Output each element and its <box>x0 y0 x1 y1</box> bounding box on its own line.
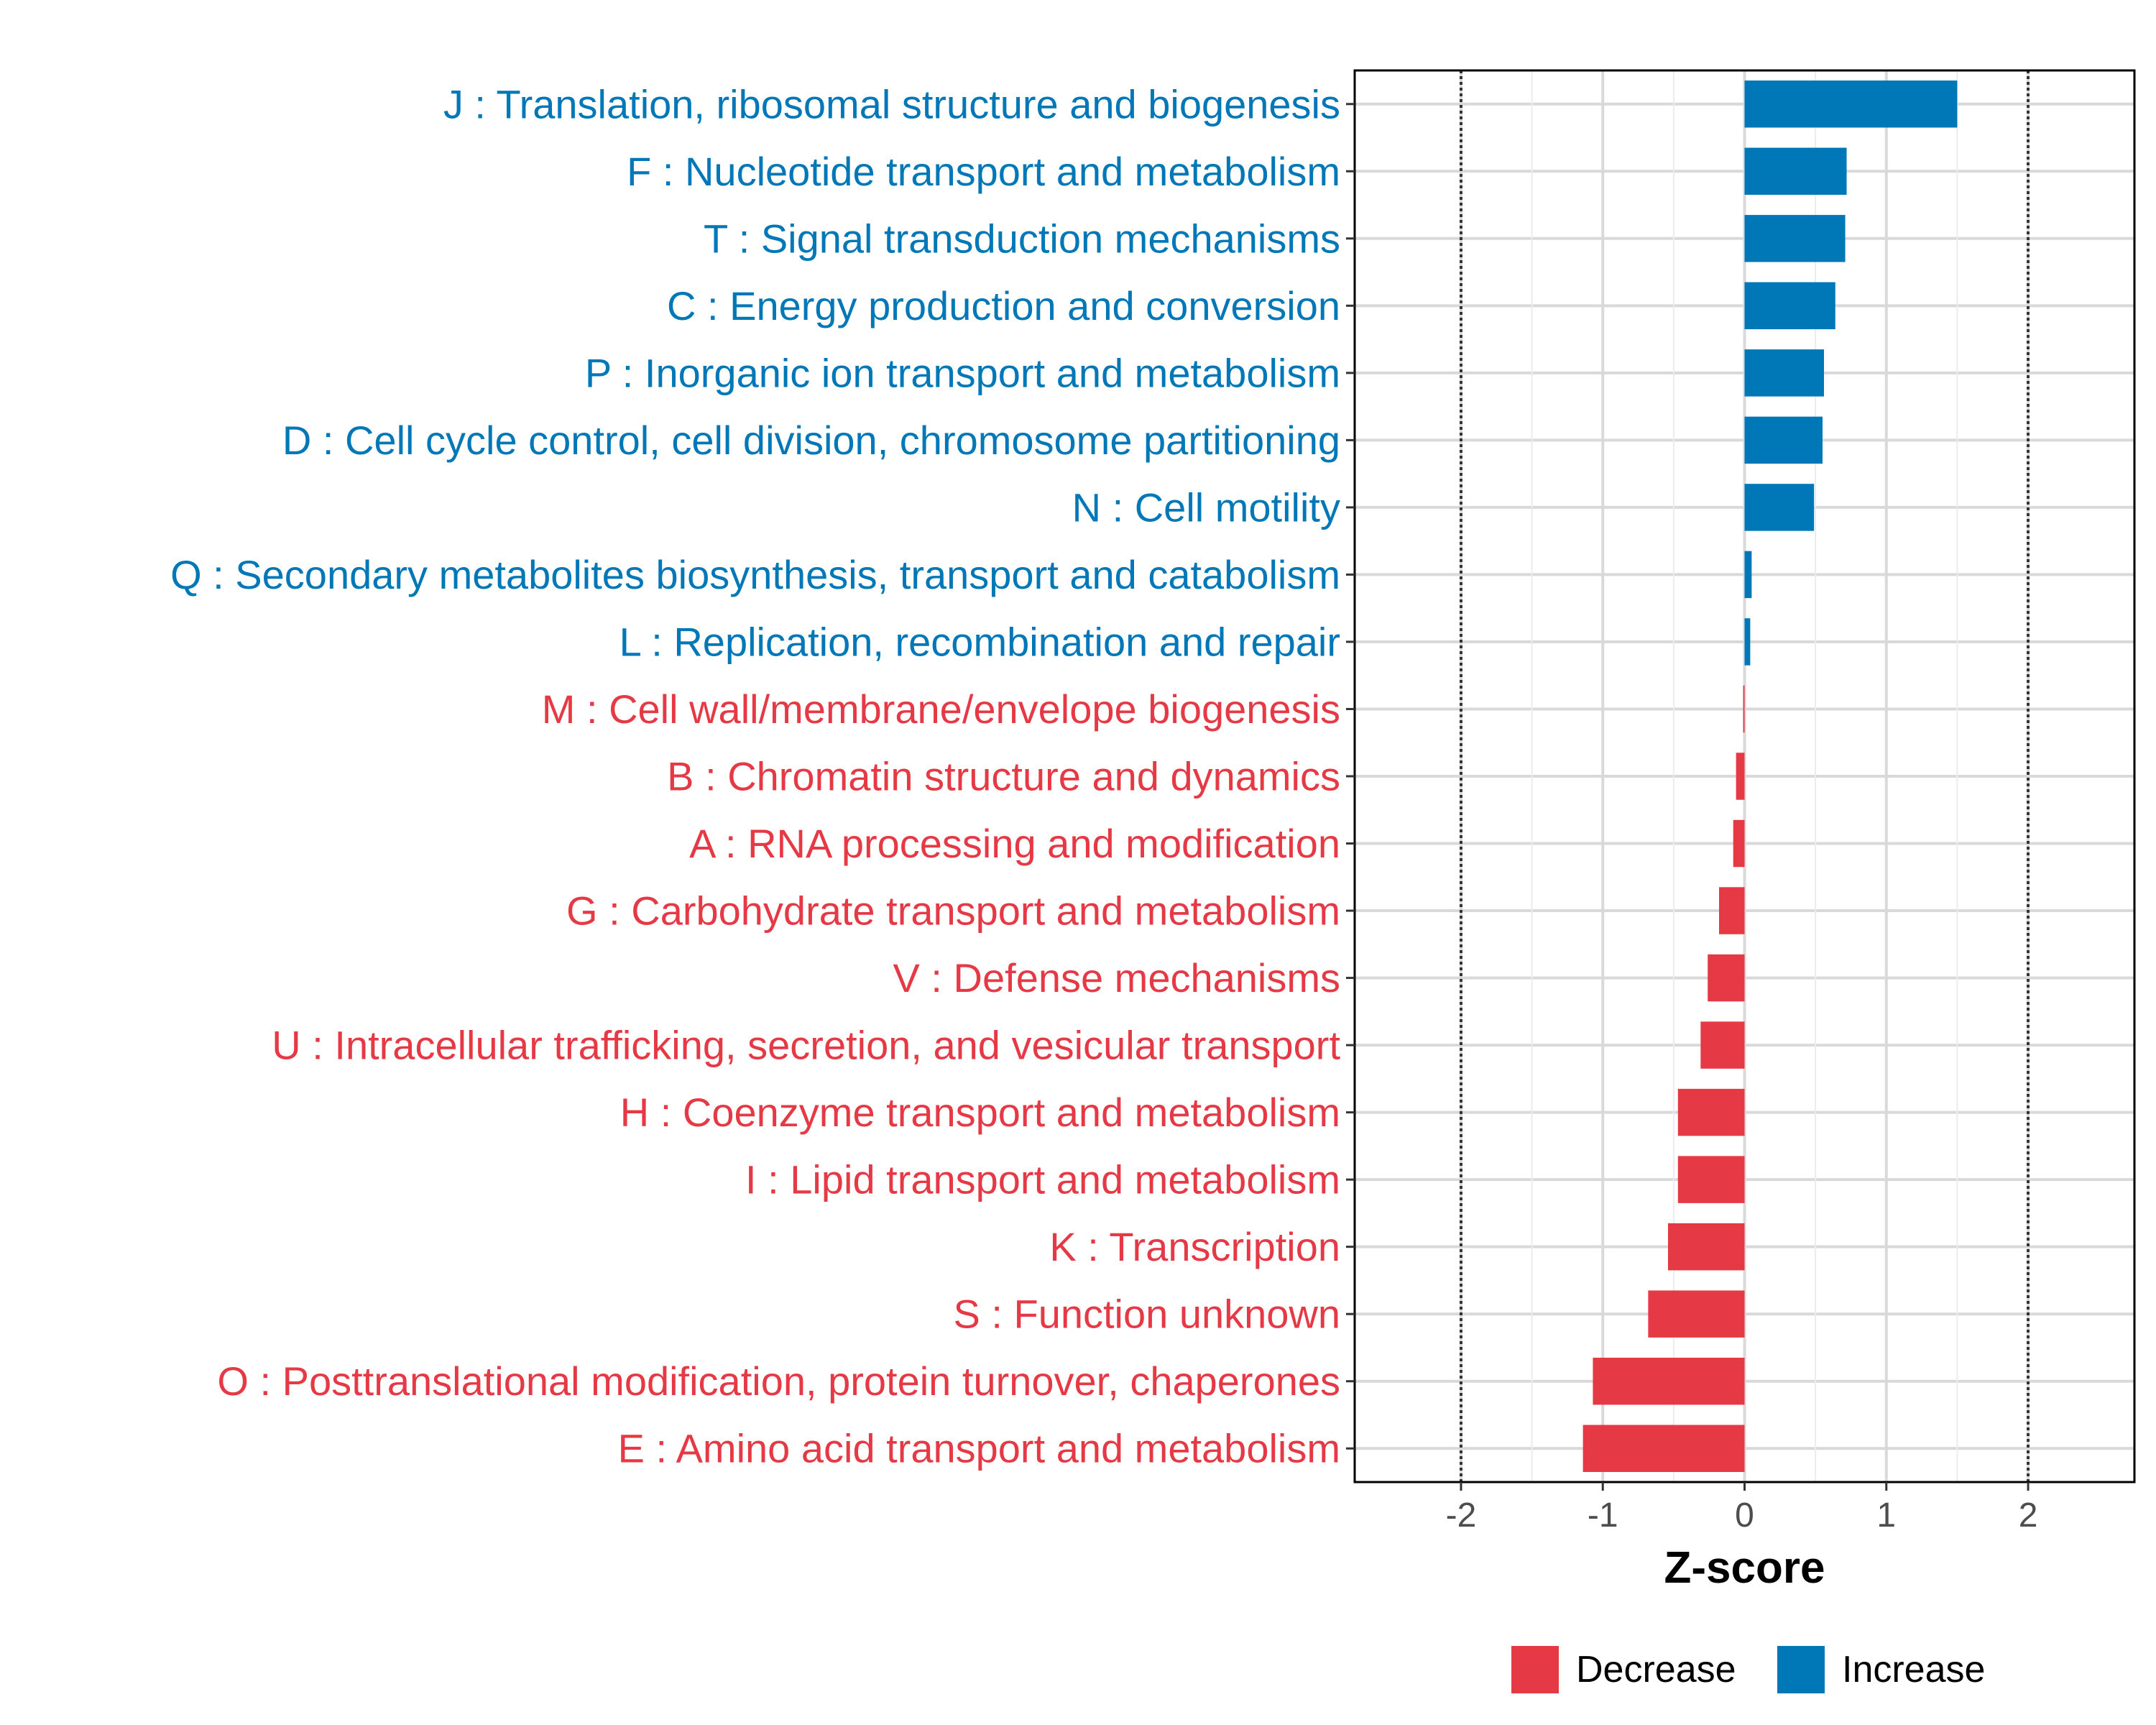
category-label: K : Transcription <box>1049 1224 1340 1269</box>
category-label: H : Coenzyme transport and metabolism <box>620 1090 1340 1135</box>
bar <box>1667 1223 1745 1271</box>
x-tick-label: 2 <box>2019 1496 2038 1535</box>
category-label: U : Intracellular trafficking, secretion… <box>272 1023 1340 1068</box>
bar <box>1736 753 1745 800</box>
category-label: F : Nucleotide transport and metabolism <box>627 149 1340 194</box>
bar <box>1743 685 1745 733</box>
bar <box>1593 1357 1745 1405</box>
bar <box>1700 1021 1745 1069</box>
x-tick-label: -1 <box>1588 1496 1618 1535</box>
legend-swatch <box>1511 1646 1559 1693</box>
x-axis-ticks: -2 -1 0 1 2 <box>1446 1482 2038 1535</box>
legend: Decrease Increase <box>1511 1646 1985 1693</box>
x-axis-title: Z-score <box>1664 1543 1825 1593</box>
category-label: I : Lipid transport and metabolism <box>745 1157 1340 1202</box>
category-label: P : Inorganic ion transport and metaboli… <box>585 350 1340 395</box>
bar <box>1744 282 1835 330</box>
bar <box>1583 1425 1745 1472</box>
bar <box>1744 416 1823 464</box>
bar <box>1744 80 1958 128</box>
bar <box>1718 887 1745 934</box>
bars <box>1583 80 1958 1472</box>
category-label: C : Energy production and conversion <box>667 283 1340 328</box>
bar <box>1648 1290 1745 1338</box>
category-label: N : Cell motility <box>1072 484 1340 530</box>
category-label: M : Cell wall/membrane/envelope biogenes… <box>542 686 1340 732</box>
category-label: T : Signal transduction mechanisms <box>704 216 1340 261</box>
bar <box>1677 1156 1745 1203</box>
y-axis-category-labels: J : Translation, ribosomal structure and… <box>170 81 1340 1471</box>
category-label: L : Replication, recombination and repai… <box>619 619 1340 664</box>
category-label: E : Amino acid transport and metabolism <box>618 1426 1340 1471</box>
x-tick-label: -2 <box>1446 1496 1477 1535</box>
category-label: S : Function unknown <box>953 1292 1340 1337</box>
x-tick-label: 0 <box>1735 1496 1754 1535</box>
category-label: J : Translation, ribosomal structure and… <box>443 81 1340 126</box>
x-tick-label: 1 <box>1876 1496 1896 1535</box>
bar <box>1708 954 1745 1002</box>
category-label: D : Cell cycle control, cell division, c… <box>282 418 1340 463</box>
category-label: A : RNA processing and modification <box>689 821 1340 866</box>
legend-label: Increase <box>1842 1649 1985 1690</box>
legend-label: Decrease <box>1576 1649 1736 1690</box>
bar <box>1744 349 1824 397</box>
legend-swatch <box>1777 1646 1825 1693</box>
category-label: B : Chromatin structure and dynamics <box>667 754 1340 799</box>
category-label: O : Posttranslational modification, prot… <box>217 1358 1340 1404</box>
category-label: Q : Secondary metabolites biosynthesis, … <box>170 552 1340 597</box>
y-axis-ticks <box>1346 103 1355 1450</box>
category-label: G : Carbohydrate transport and metabolis… <box>566 888 1340 934</box>
bar <box>1744 618 1751 666</box>
bar <box>1677 1088 1745 1136</box>
bar <box>1744 147 1847 196</box>
bar <box>1733 819 1745 868</box>
category-label: V : Defense mechanisms <box>893 955 1340 1000</box>
bar <box>1744 484 1815 531</box>
bar <box>1744 215 1846 262</box>
bar <box>1744 551 1752 599</box>
